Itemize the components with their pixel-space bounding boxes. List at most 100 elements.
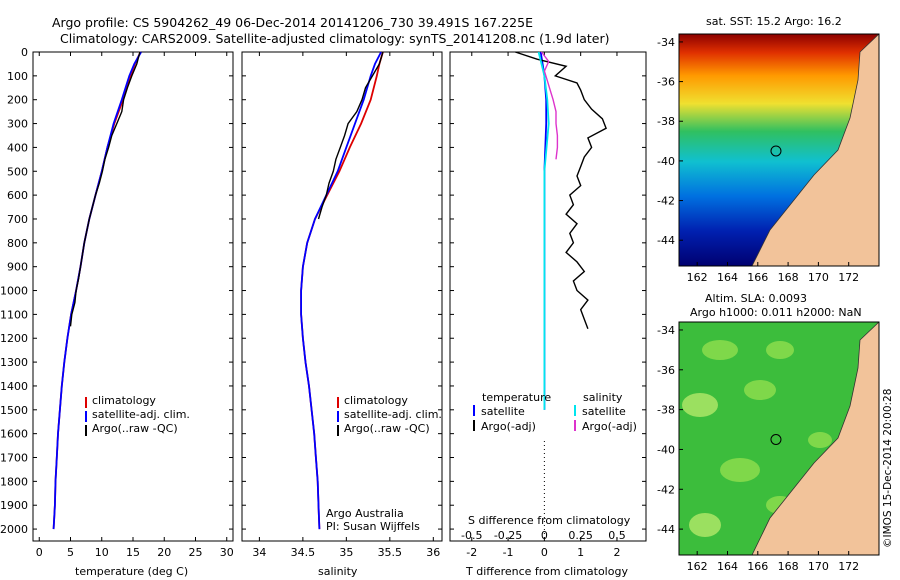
salinity-legend: climatology satellite-adj. clim. Argo(..… — [337, 394, 442, 436]
lon-tick-label: 164 — [717, 271, 738, 284]
legend-salinity-title: salinity — [583, 391, 623, 404]
x-tick-label: 15 — [126, 546, 140, 559]
lon-tick-label: 168 — [778, 560, 799, 573]
s-tick-label: -0.25 — [494, 529, 522, 542]
difference-s-axis-ticks: -0.5 -0.25 0 0.25 0.5 — [461, 529, 626, 542]
depth-tick-label: 800 — [7, 237, 28, 250]
sla-blob — [720, 458, 760, 482]
salinity-axis-label: salinity — [318, 565, 358, 578]
series-line-salinity-satellite — [537, 51, 550, 410]
figure-title-line2: Climatology: CARS2009. Satellite-adjuste… — [60, 31, 610, 46]
lon-tick-label: 170 — [808, 271, 829, 284]
depth-tick-label: 700 — [7, 213, 28, 226]
lat-tick-label: -42 — [657, 195, 675, 208]
x-tick-label: 0 — [36, 546, 43, 559]
argo-org-label: Argo Australia — [326, 507, 404, 520]
sla-map: Altim. SLA: 0.0093 Argo h1000: 0.011 h20… — [657, 292, 880, 573]
depth-tick-label: 1200 — [0, 332, 28, 345]
sla-lat-ticks: -34 -36 -38 -40 -42 -44 — [657, 324, 683, 536]
legend-climatology-label: climatology — [92, 394, 156, 407]
lat-tick-label: -40 — [657, 443, 675, 456]
depth-tick-label: 1100 — [0, 308, 28, 321]
depth-tick-label: 100 — [7, 70, 28, 83]
temperature-axis-ticks: 0 5 10 15 20 25 30 — [36, 52, 234, 559]
depth-tick-label: 1700 — [0, 452, 28, 465]
legend-argo-label: Argo(..raw -QC) — [92, 422, 178, 435]
legend-t-satellite-label: satellite — [481, 405, 525, 418]
s-tick-label: 0 — [541, 529, 548, 542]
lat-tick-label: -38 — [657, 404, 675, 417]
sla-blob — [702, 340, 738, 360]
salinity-plot-frame — [241, 51, 443, 542]
difference-legend: temperature satellite Argo(-adj) salinit… — [473, 391, 637, 433]
sla-map-frame — [678, 321, 880, 556]
lat-tick-label: -36 — [657, 364, 675, 377]
depth-tick-label: 1600 — [0, 428, 28, 441]
series-line-argo-raw-qc- — [317, 51, 384, 220]
x-tick-label: 35 — [339, 546, 353, 559]
depth-axis-ticks: 0 100 200 300 400 500 600 700 800 900 1000 1100 1200… — [0, 46, 233, 536]
depth-tick-label: 0 — [21, 46, 28, 59]
lon-tick-label: 166 — [747, 271, 768, 284]
lon-tick-label: 164 — [717, 560, 738, 573]
lon-tick-label: 166 — [747, 560, 768, 573]
sla-blob — [744, 380, 776, 400]
temperature-axis-label: temperature (deg C) — [75, 565, 188, 578]
legend-satellite-label: satellite-adj. clim. — [92, 408, 190, 421]
lat-tick-label: -42 — [657, 483, 675, 496]
lat-tick-label: -36 — [657, 76, 675, 89]
depth-tick-label: 200 — [7, 94, 28, 107]
legend-t-argo-label: Argo(-adj) — [481, 420, 536, 433]
depth-tick-label: 500 — [7, 165, 28, 178]
legend-s-argo-label: Argo(-adj) — [582, 420, 637, 433]
lat-tick-label: -34 — [657, 324, 675, 337]
x-tick-label: 0 — [541, 546, 548, 559]
lat-tick-label: -38 — [657, 115, 675, 128]
lon-tick-label: 162 — [687, 271, 708, 284]
temperature-profile-lines — [52, 51, 142, 530]
legend-temperature-title: temperature — [482, 391, 551, 404]
x-tick-label: 20 — [157, 546, 171, 559]
sla-coastline — [751, 322, 879, 555]
s-difference-axis-label: S difference from climatology — [468, 514, 631, 527]
figure-title-line1: Argo profile: CS 5904262_49 06-Dec-2014 … — [52, 15, 533, 30]
lat-tick-label: -44 — [657, 523, 675, 536]
temperature-panel: 0100200300400500600700800900100011001200… — [0, 46, 234, 578]
x-tick-label: 2 — [613, 546, 620, 559]
depth-tick-label: 600 — [7, 189, 28, 202]
sla-lon-ticks: 162 164 166 168 170 172 — [687, 551, 859, 573]
depth-tick-label: 1000 — [0, 285, 28, 298]
salinity-axis-ticks: 34 34.5 35 35.5 36 — [252, 52, 440, 559]
imos-credit: ©IMOS 15-Dec-2014 20:00:28 — [882, 389, 894, 548]
salinity-profile-lines — [300, 51, 384, 530]
difference-panel: -2 -1 0 1 2 -0.5 -0.25 0 0.25 0.5 S difference f… — [449, 51, 647, 578]
depth-tick-label: 1900 — [0, 499, 28, 512]
lat-tick-label: -34 — [657, 36, 675, 49]
t-difference-axis-label: T difference from climatology — [465, 565, 628, 578]
depth-tick-label: 900 — [7, 261, 28, 274]
salinity-depth-ticks — [242, 51, 442, 530]
sst-lat-ticks: -34 -36 -38 -40 -42 -44 — [657, 36, 683, 247]
depth-tick-label: 1500 — [0, 404, 28, 417]
sst-coastline — [751, 34, 879, 266]
depth-tick-label: 2000 — [0, 523, 28, 536]
sst-argo-marker — [770, 145, 782, 157]
argo-pi-label: PI: Susan Wijffels — [326, 520, 420, 533]
sal-legend-satellite-label: satellite-adj. clim. — [344, 408, 442, 421]
x-tick-label: 1 — [577, 546, 584, 559]
s-tick-label: 0.5 — [608, 529, 626, 542]
sla-map-title1: Altim. SLA: 0.0093 — [705, 292, 807, 305]
series-line-satellite-adj-clim- — [300, 51, 382, 530]
sla-blobs — [682, 322, 879, 555]
sst-lon-ticks: 162 164 166 168 170 172 — [687, 262, 859, 284]
x-tick-label: 25 — [189, 546, 203, 559]
lon-tick-label: 162 — [687, 560, 708, 573]
series-line-salinity-argo-adj- — [540, 51, 559, 160]
x-tick-label: 36 — [426, 546, 440, 559]
x-tick-label: 34 — [252, 546, 266, 559]
salinity-panel: 34 34.5 35 35.5 36 salinity climatology sate… — [241, 51, 443, 578]
sal-legend-climatology-label: climatology — [344, 394, 408, 407]
x-tick-label: 30 — [220, 546, 234, 559]
sla-argo-marker — [770, 433, 782, 445]
